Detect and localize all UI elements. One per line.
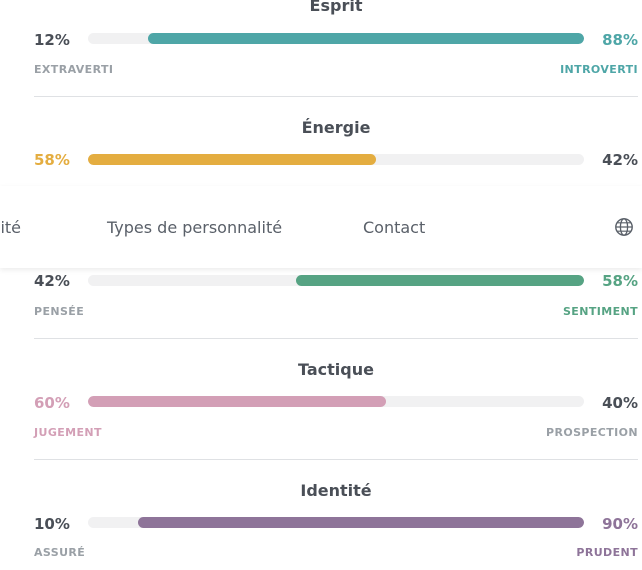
globe-icon[interactable] — [614, 217, 634, 237]
trait-left-label: EXTRAVERTI — [34, 63, 114, 76]
trait-right-percent: 90% — [602, 515, 638, 533]
trait-title: Esprit — [309, 0, 363, 15]
trait-bar — [88, 275, 584, 286]
trait-tactique: Tactique 60% 40% JUGEMENT PROSPECTION — [34, 360, 638, 450]
trait-left-label: ASSURÉ — [34, 546, 86, 559]
trait-left-percent: 58% — [34, 151, 70, 169]
trait-right-percent: 58% — [602, 272, 638, 290]
trait-energie: Énergie 58% 42% — [34, 118, 638, 188]
trait-left-percent: 42% — [34, 272, 70, 290]
trait-right-percent: 40% — [602, 394, 638, 412]
trait-bar-fill — [137, 517, 584, 528]
trait-divider — [34, 338, 638, 339]
trait-right-label: SENTIMENT — [562, 305, 638, 318]
trait-left-percent: 60% — [34, 394, 70, 412]
trait-right-label: INTROVERTI — [560, 63, 638, 76]
trait-divider — [34, 459, 638, 460]
trait-right-label: PRUDENT — [576, 546, 638, 559]
trait-right-label: PROSPECTION — [545, 426, 638, 439]
trait-left-label: JUGEMENT — [34, 426, 102, 439]
trait-esprit: Esprit 12% 88% EXTRAVERTI INTROVERTI — [34, 0, 638, 90]
trait-title: Énergie — [301, 118, 371, 137]
trait-title: Tactique — [298, 360, 374, 379]
trait-left-percent: 10% — [34, 515, 70, 533]
trait-bar-fill — [88, 396, 386, 407]
top-navigation-bar: lité Types de personnalité Contact — [0, 186, 642, 268]
trait-left-label: PENSÉE — [34, 305, 85, 318]
trait-right-percent: 42% — [602, 151, 638, 169]
trait-bar-fill — [147, 33, 584, 44]
trait-right-percent: 88% — [602, 31, 638, 49]
trait-left-percent: 12% — [34, 31, 70, 49]
trait-nature: 42% 58% PENSÉE SENTIMENT — [34, 268, 638, 328]
trait-bar — [88, 154, 584, 165]
nav-item-personnalite[interactable]: lité — [0, 218, 22, 237]
trait-bar — [88, 396, 584, 407]
trait-identite: Identité 10% 90% ASSURÉ PRUDENT — [34, 481, 638, 570]
trait-bar-fill — [88, 154, 376, 165]
trait-bar-fill — [296, 275, 584, 286]
trait-divider — [34, 96, 638, 97]
nav-item-contact[interactable]: Contact — [363, 218, 426, 237]
trait-bar — [88, 33, 584, 44]
nav-item-types-de-personnalite[interactable]: Types de personnalité — [107, 218, 283, 237]
trait-bar — [88, 517, 584, 528]
trait-title: Identité — [300, 481, 372, 500]
